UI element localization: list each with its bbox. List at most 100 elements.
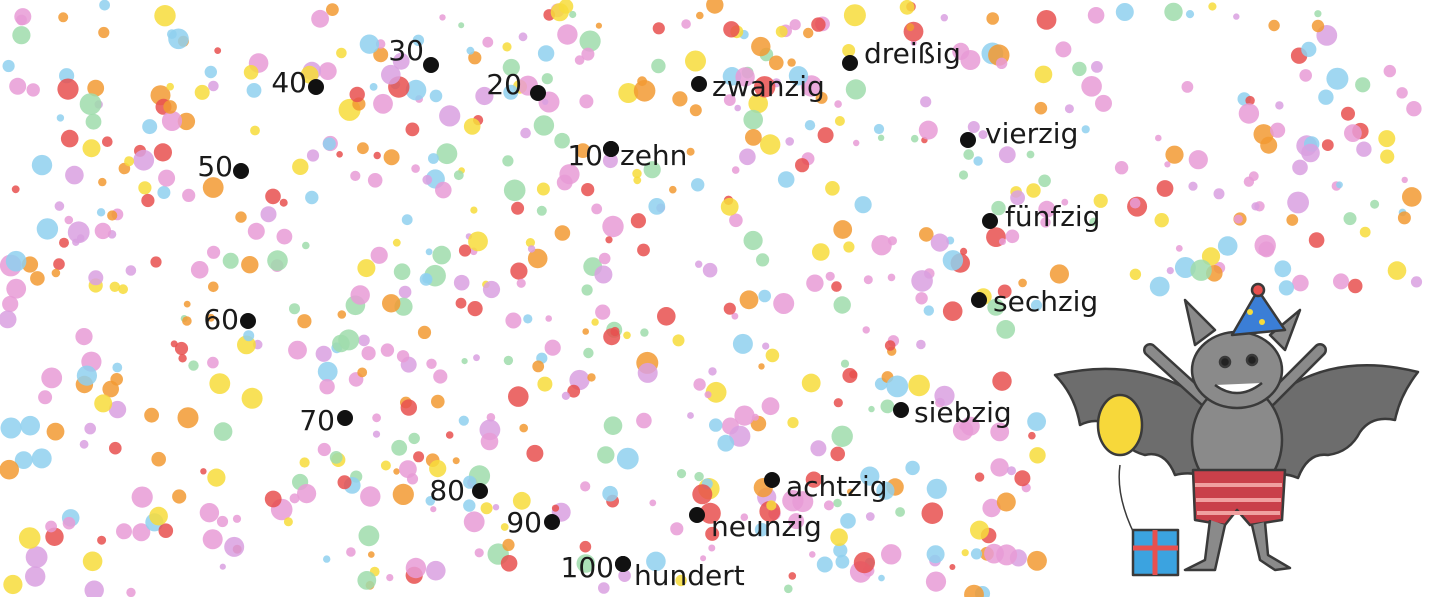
confetti-dot [482, 37, 493, 48]
confetti-dot [6, 251, 27, 272]
confetti-dot [1035, 102, 1048, 115]
confetti-dot [163, 100, 177, 114]
number-label: 80 [429, 474, 465, 507]
confetti-dot [844, 4, 866, 26]
confetti-dot [178, 407, 199, 428]
confetti-dot [288, 341, 307, 360]
confetti-dot [150, 256, 161, 267]
confetti-dot [1411, 276, 1422, 287]
confetti-dot [3, 575, 22, 594]
confetti-dot [830, 447, 845, 462]
confetti-dot [916, 340, 926, 350]
confetti-dot [562, 392, 570, 400]
confetti-dot [538, 45, 554, 61]
confetti-dot [430, 90, 443, 103]
confetti-dot [502, 539, 514, 551]
confetti-dot [168, 29, 189, 50]
confetti-dot [459, 244, 471, 256]
confetti-dot [418, 326, 431, 339]
confetti-dot [453, 457, 460, 464]
confetti-dot [690, 104, 702, 116]
confetti-dot [992, 372, 1011, 391]
confetti-dot [871, 235, 891, 255]
confetti-dot [85, 581, 104, 597]
confetti-dot [881, 400, 895, 414]
confetti-dot [734, 105, 741, 112]
confetti-dot [373, 94, 393, 114]
confetti-dot [433, 369, 447, 383]
confetti-dot [1082, 125, 1090, 133]
confetti-dot [853, 140, 859, 146]
confetti-dot [319, 62, 337, 80]
confetti-dot [464, 511, 485, 532]
confetti-dot [175, 342, 188, 355]
confetti-dot [1037, 10, 1057, 30]
confetti-dot [214, 422, 233, 441]
confetti-dot [1360, 227, 1371, 238]
confetti-dot [960, 50, 980, 70]
confetti-dot [178, 354, 186, 362]
confetti-dot [670, 522, 683, 535]
confetti-dot [1402, 177, 1408, 183]
confetti-dot [1378, 130, 1395, 147]
confetti-dot [941, 14, 948, 21]
confetti-dot [694, 472, 703, 481]
dot [971, 292, 987, 308]
confetti-dot [1299, 69, 1312, 82]
confetti-dot [52, 269, 61, 278]
confetti-dot [706, 0, 723, 14]
confetti-dot [27, 83, 40, 96]
number-label: 50 [197, 150, 233, 183]
confetti-dot [802, 374, 821, 393]
word-label: sechzig [993, 285, 1098, 318]
confetti-dot [32, 155, 52, 175]
confetti-dot [766, 500, 776, 510]
confetti-dot [422, 274, 432, 284]
confetti-dot [247, 83, 262, 98]
confetti-dot [751, 37, 770, 56]
confetti-dot [1344, 212, 1357, 225]
confetti-dot [470, 207, 477, 214]
confetti-dot [435, 182, 452, 199]
confetti-dot [16, 15, 27, 26]
confetti-dot [1344, 124, 1362, 142]
confetti-dot [207, 246, 220, 259]
confetti-dot [603, 328, 620, 345]
number-label: 70 [299, 404, 335, 437]
confetti-dot [1164, 3, 1182, 21]
confetti-dot [330, 451, 343, 464]
confetti-dot [1234, 215, 1243, 224]
confetti-dot [1176, 245, 1183, 252]
confetti-dot [1155, 213, 1169, 227]
confetti-dot [65, 216, 74, 225]
dot [689, 507, 705, 523]
confetti-dot [835, 116, 845, 126]
confetti-dot [1035, 66, 1053, 84]
confetti-dot [305, 191, 318, 204]
confetti-dot [374, 152, 381, 159]
confetti-dot [1326, 68, 1348, 90]
confetti-dot [446, 431, 454, 439]
confetti-dot [359, 525, 380, 546]
confetti-dot [636, 413, 652, 429]
confetti-dot [1301, 144, 1320, 163]
confetti-dot [1155, 135, 1162, 142]
confetti-dot [53, 258, 65, 270]
confetti-dot [1, 418, 22, 439]
confetti-dot [1095, 95, 1112, 112]
confetti-dot [911, 270, 933, 292]
confetti-dot [1164, 161, 1170, 167]
confetti-dot [59, 238, 69, 248]
confetti-dot [975, 472, 984, 481]
confetti-dot [927, 479, 947, 499]
confetti-dot [973, 156, 982, 165]
confetti-dot [25, 566, 45, 586]
confetti-dot [743, 110, 763, 130]
confetti-dot [38, 390, 52, 404]
confetti-dot [696, 12, 704, 20]
confetti-dot [243, 330, 254, 341]
confetti-dot [906, 23, 914, 31]
confetti-dot [1274, 260, 1291, 277]
dot [615, 556, 631, 572]
confetti-dot [195, 85, 210, 100]
